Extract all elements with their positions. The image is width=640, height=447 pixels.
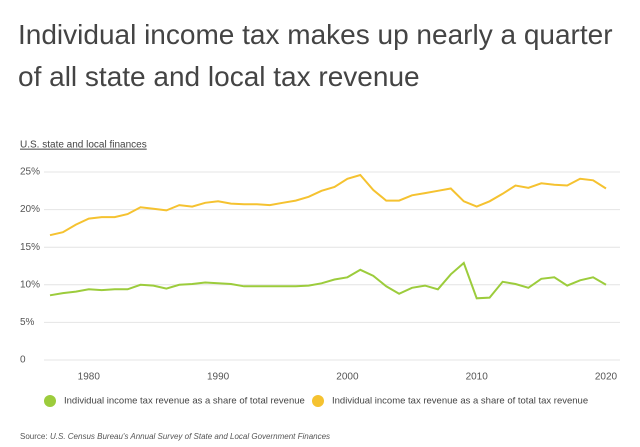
y-tick-label: 20%	[20, 204, 40, 215]
series-line	[49, 173, 607, 237]
subtitle: U.S. state and local finances	[20, 140, 147, 151]
y-tick-label: 15%	[20, 242, 40, 253]
y-tick-label: 10%	[20, 279, 40, 290]
legend-label: Individual income tax revenue as a share…	[332, 396, 588, 407]
series-line	[49, 261, 607, 300]
x-tick-label: 1990	[207, 372, 230, 383]
legend-label: Individual income tax revenue as a share…	[64, 396, 305, 407]
x-tick-label: 2010	[466, 372, 489, 383]
x-tick-label: 1980	[78, 372, 101, 383]
source: U.S. Census Bureau's Annual Survey of St…	[50, 432, 330, 441]
x-tick-label: 2020	[595, 372, 618, 383]
x-tick-label: 2000	[336, 372, 359, 383]
legend-marker	[312, 395, 324, 407]
y-tick-label: 25%	[20, 167, 40, 178]
legend-marker	[44, 395, 56, 407]
chart-title: Individual income tax makes up nearly a …	[18, 19, 613, 92]
y-tick-label: 0	[20, 355, 26, 366]
y-tick-label: 5%	[20, 317, 35, 328]
source-label: Source:	[20, 432, 48, 441]
